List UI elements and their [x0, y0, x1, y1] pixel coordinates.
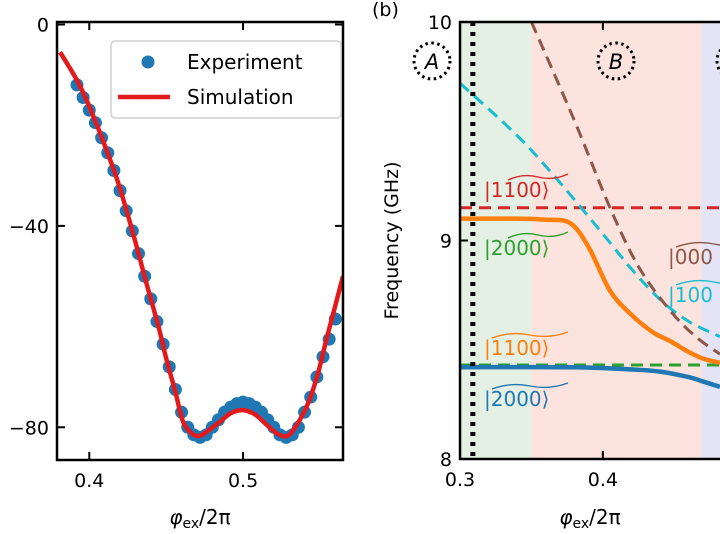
- panel-b-chart: A B C |1100⟩ |2000⟩ |1100⟩ |2000⟩ |100 |000 0.3 0.…: [372, 0, 720, 532]
- state-label: |2000⟩: [484, 387, 549, 411]
- state-label: |100: [668, 283, 713, 307]
- series-line-4: [458, 82, 720, 338]
- y-tick-label: 0: [37, 15, 49, 37]
- x-tick-label: 0.5: [228, 470, 258, 492]
- x-label-rest: /2π: [589, 505, 621, 529]
- x-tick-label: 0.3: [445, 469, 475, 491]
- region-c: [701, 22, 720, 459]
- x-label-symbol: φ: [559, 505, 572, 529]
- x-tick-label: 0.4: [74, 470, 104, 492]
- y-axis-label: Frequency (GHz): [381, 161, 403, 319]
- tilde-mark: [675, 241, 720, 248]
- y-tick-label: −40: [9, 216, 49, 238]
- state-label: |000: [668, 245, 713, 269]
- panel-label: (b): [372, 0, 399, 21]
- badge-circle: [715, 48, 720, 74]
- tilde-mark: [507, 173, 569, 181]
- panel-a-chart: 0.4 0.5 0 −40 −80 φex/2π Experiment Simulation: [9, 15, 345, 532]
- x-tick-label: 0.4: [588, 469, 618, 491]
- simulation-line: [58, 51, 343, 439]
- badge-circle: [596, 41, 636, 81]
- state-label: |2000⟩: [484, 236, 549, 260]
- y-tick-label: 10: [428, 12, 452, 34]
- x-label-rest: /2π: [199, 505, 231, 529]
- x-label-symbol: φ: [169, 505, 182, 529]
- x-label-subscript: ex: [183, 516, 200, 530]
- x-label-subscript: ex: [573, 516, 590, 530]
- region-badge-b: B: [596, 41, 636, 81]
- series-line-2: [459, 216, 720, 366]
- plot-area: [58, 51, 343, 444]
- x-axis-label: φex/2π: [559, 505, 620, 530]
- tilde-mark: [675, 279, 720, 286]
- series-line-3: [459, 364, 720, 390]
- region-b: [531, 22, 702, 459]
- legend-simulation-label: Simulation: [187, 85, 294, 109]
- y-tick-label: −80: [9, 417, 49, 439]
- legend-experiment-label: Experiment: [187, 50, 303, 74]
- state-label: |1100⟩: [484, 336, 549, 360]
- badge-label: B: [609, 50, 623, 74]
- tilde-mark: [491, 331, 569, 339]
- x-axis-label: φex/2π: [169, 505, 230, 530]
- legend-experiment-marker: [141, 55, 155, 69]
- y-tick-label: 8: [440, 449, 452, 471]
- axes-frame: [55, 20, 345, 462]
- region-badge-c: C: [715, 48, 720, 74]
- state-label: |1100⟩: [484, 178, 549, 202]
- badge-circle: [412, 41, 452, 81]
- tilde-mark: [491, 382, 569, 390]
- region-badge-a: A: [412, 41, 452, 81]
- badge-label: A: [423, 50, 439, 74]
- y-tick-label: 9: [440, 231, 452, 253]
- legend: Experiment Simulation: [110, 40, 342, 119]
- series-line-5: [530, 21, 720, 356]
- tilde-mark: [507, 231, 569, 239]
